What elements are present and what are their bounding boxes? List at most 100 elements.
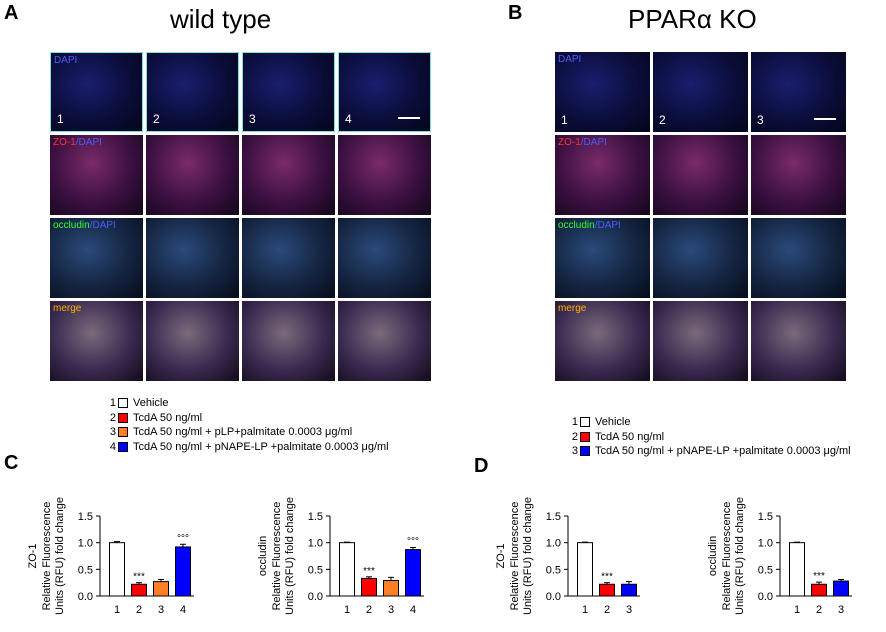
ko-micrograph-r2-c3 [751, 135, 846, 215]
wt-row-label-3: occludin/DAPI [53, 220, 116, 231]
wt-micrograph-r4-c1: merge [50, 301, 143, 381]
y-axis-label-3: Units (RFU) fold change [284, 497, 296, 615]
wt-micrograph-r3-c4 [338, 218, 431, 298]
bar-3 [833, 580, 849, 597]
legend-text: Vehicle [595, 416, 631, 428]
significance-annotation: *** [601, 572, 613, 583]
y-tick-label: 1.0 [78, 538, 93, 550]
bar-3 [153, 581, 169, 597]
y-tick-label: 0.5 [78, 564, 93, 576]
wt-micrograph-r2-c4 [338, 135, 431, 215]
x-tick-label: 2 [816, 604, 822, 616]
y-axis-label-1: occludin [257, 536, 269, 576]
ko-micrograph-r3-c2 [653, 218, 748, 298]
wt-micrograph-r1-c3: 3 [242, 52, 335, 132]
y-tick-label: 0.5 [308, 564, 323, 576]
legend-text: TcdA 50 ng/ml + pNAPE-LP +palmitate 0.00… [133, 440, 389, 453]
y-axis-label-2: Relative Fluorescence [271, 502, 283, 611]
legend-text: TcdA 50 ng/ml [595, 430, 665, 443]
x-tick-label: 1 [344, 604, 350, 616]
x-tick-label: 1 [794, 604, 800, 616]
wt-micrograph-r3-c3 [242, 218, 335, 298]
y-tick-label: 1.0 [758, 538, 773, 550]
x-tick-label: 3 [158, 604, 164, 616]
legend-number: 1 [109, 397, 116, 409]
wt-micrograph-r2-c1: ZO-1/DAPI [50, 135, 143, 215]
significance-annotation: °°° [407, 536, 419, 547]
ko-row-label-1: DAPI [558, 54, 582, 65]
wt-row-label-4: merge [53, 303, 82, 314]
x-tick-label: 2 [366, 604, 372, 616]
legend-swatch [580, 431, 590, 442]
ko-column-number: 1 [561, 113, 568, 127]
wt-micrograph-r3-c1: occludin/DAPI [50, 218, 143, 298]
bar-2 [361, 577, 377, 597]
y-tick-label: 0.0 [546, 591, 561, 603]
ko-micrograph-r2-c1: ZO-1/DAPI [555, 135, 650, 215]
wt-micrograph-r1-c1: DAPI 1 [50, 52, 143, 132]
y-axis-label-2: Relative Fluorescence [509, 502, 521, 611]
wt-legend-item-1: 1 Vehicle [106, 397, 169, 409]
y-tick-label: 0.5 [758, 564, 773, 576]
y-axis-label-2: Relative Fluorescence [41, 502, 53, 611]
wt-micrograph-r1-c2: 2 [146, 52, 239, 132]
y-axis-label-1: occludin [707, 536, 719, 576]
bar-2 [131, 583, 147, 597]
ko-micrograph-r4-c1: merge [555, 301, 650, 381]
significance-annotation: *** [133, 572, 145, 583]
bar-3 [383, 580, 399, 597]
y-tick-label: 1.5 [78, 511, 93, 523]
ko-micrograph-r3-c1: occludin/DAPI [555, 218, 650, 298]
legend-number: 4 [109, 440, 116, 453]
legend-swatch [118, 412, 128, 423]
wt-column-number: 2 [153, 112, 160, 126]
x-tick-label: 4 [410, 604, 416, 616]
legend-swatch [118, 427, 128, 437]
y-tick-label: 0.5 [546, 564, 561, 576]
wt-row-label-2: ZO-1/DAPI [53, 137, 102, 148]
legend-swatch [118, 441, 128, 452]
legend-swatch [580, 417, 590, 427]
bar-1 [339, 542, 355, 597]
y-axis-label-3: Units (RFU) fold change [522, 497, 534, 615]
x-tick-label: 1 [114, 604, 120, 616]
wt-column-number: 3 [249, 112, 256, 126]
y-axis-label-1: ZO-1 [495, 543, 507, 568]
bar-2 [599, 583, 615, 597]
ko-column-number: 3 [757, 113, 764, 127]
panel-letter-a: A [4, 2, 19, 24]
ko-micrograph-r4-c2 [653, 301, 748, 381]
y-tick-label: 0.0 [308, 591, 323, 603]
panel-letter-c: C [4, 452, 19, 474]
x-tick-label: 2 [604, 604, 610, 616]
legend-text: Vehicle [133, 397, 169, 409]
legend-text: TcdA 50 ng/ml + pLP+palmitate 0.0003 μg/… [133, 426, 353, 438]
ko-row-label-4: merge [558, 303, 587, 314]
ko-legend-item-2: 2 TcdA 50 ng/ml [568, 431, 664, 443]
y-tick-label: 0.0 [758, 591, 773, 603]
ko-micrograph-r1-c2: 2 [653, 52, 748, 132]
wt-micrograph-r2-c3 [242, 135, 335, 215]
ko-row-label-3: occludin/DAPI [558, 220, 621, 231]
ko-scale-bar [814, 118, 836, 120]
ko-legend-item-3: 3 TcdA 50 ng/ml + pNAPE-LP +palmitate 0.0… [568, 445, 851, 457]
y-tick-label: 1.5 [758, 511, 773, 523]
ko-row-label-2: ZO-1/DAPI [558, 137, 607, 148]
wt-micrograph-r4-c4 [338, 301, 431, 381]
x-tick-label: 3 [838, 604, 844, 616]
wt-micrograph-r2-c2 [146, 135, 239, 215]
legend-number: 3 [571, 445, 578, 457]
ko-micrograph-r1-c3: 3 [751, 52, 846, 132]
wt-micrograph-r4-c3 [242, 301, 335, 381]
y-tick-label: 1.5 [546, 511, 561, 523]
ko-micrograph-r3-c3 [751, 218, 846, 298]
legend-number: 2 [571, 430, 578, 443]
bar-1 [789, 542, 805, 597]
significance-annotation: °°° [177, 533, 189, 544]
ko-micrograph-r2-c2 [653, 135, 748, 215]
ko-column-number: 2 [659, 113, 666, 127]
x-tick-label: 3 [626, 604, 632, 616]
legend-text: TcdA 50 ng/ml + pNAPE-LP +palmitate 0.00… [595, 445, 851, 457]
bar-3 [621, 583, 637, 597]
bar-chart-1: ZO-1 Relative Fluorescence Units (RFU) fol… [27, 497, 194, 616]
